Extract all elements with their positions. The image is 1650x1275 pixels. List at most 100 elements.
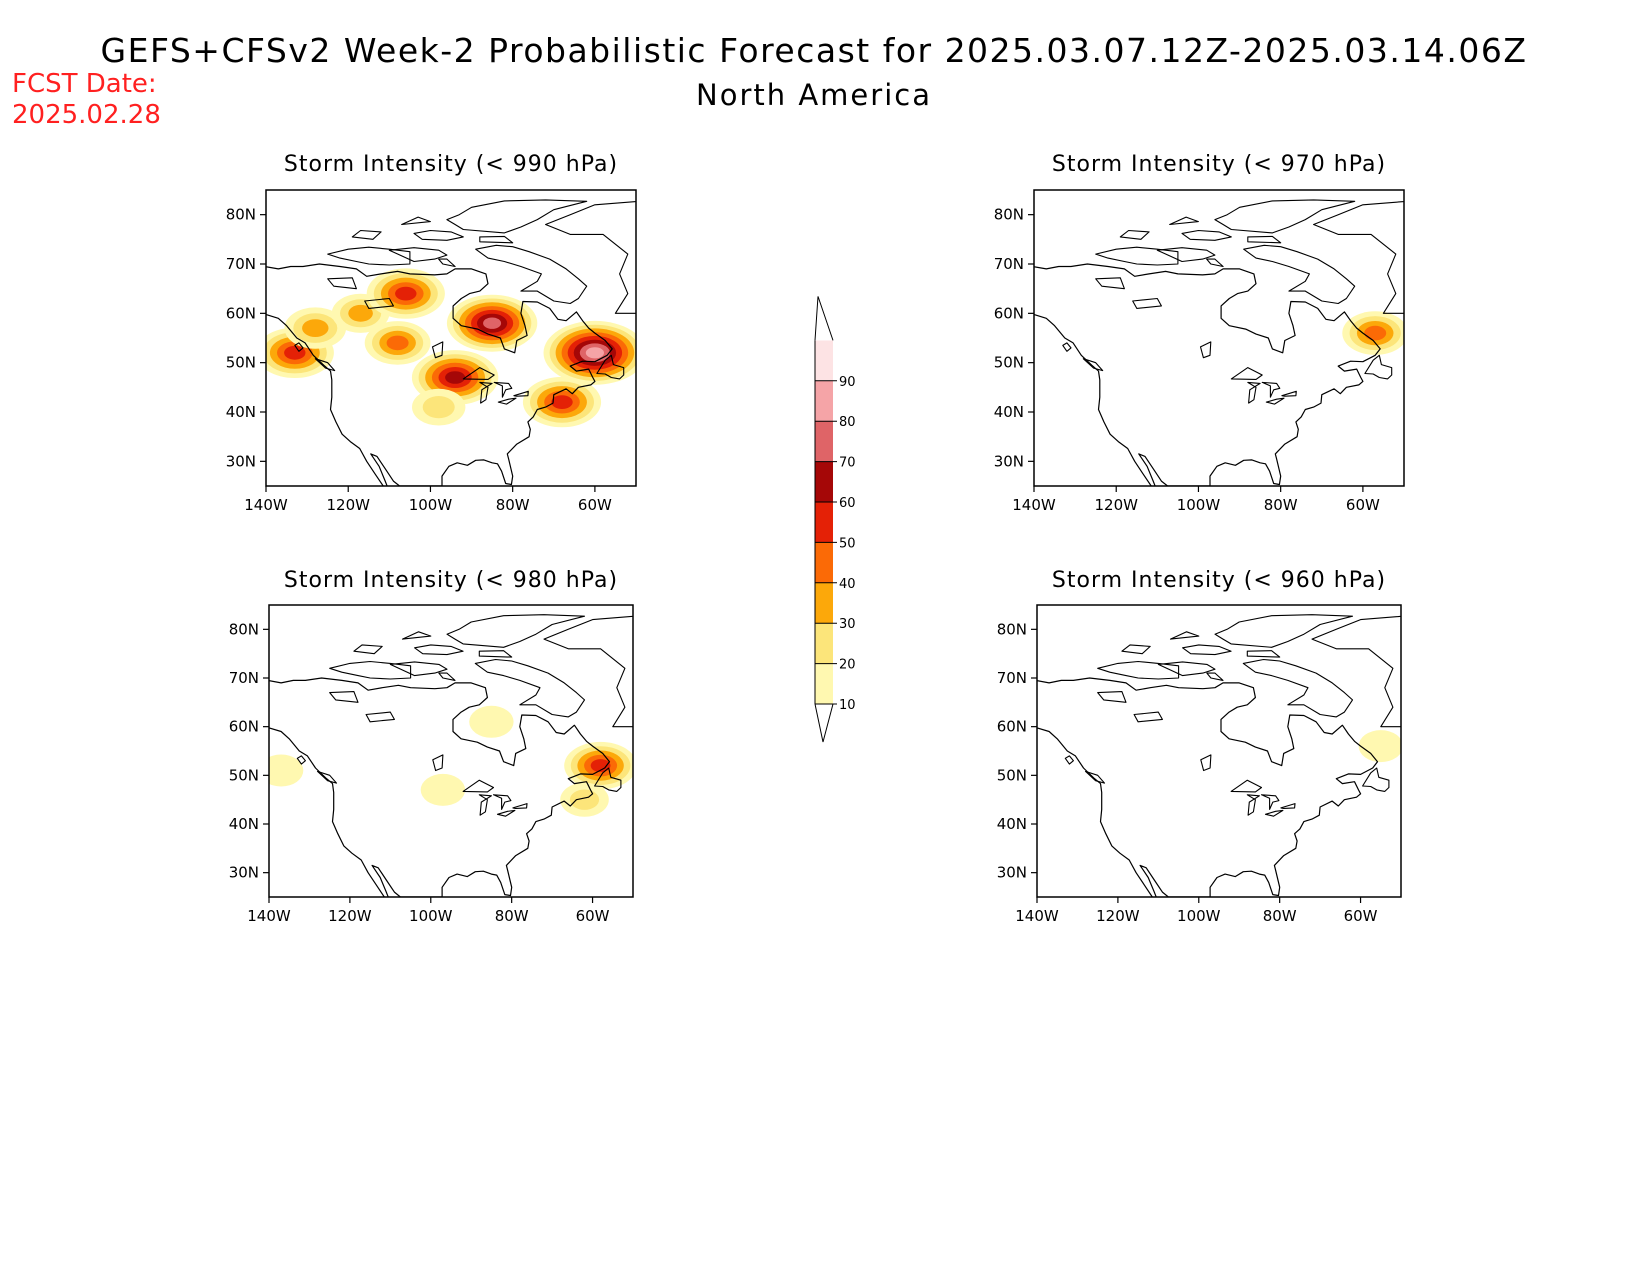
island-coast <box>1169 631 1200 640</box>
main-title: GEFS+CFSv2 Week-2 Probabilistic Forecast… <box>101 31 1528 70</box>
lon-tick-label: 80W <box>495 907 529 925</box>
island-coast <box>1156 247 1216 263</box>
probability-contour-80 <box>585 347 605 359</box>
island-coast <box>1119 229 1150 240</box>
probability-blob <box>1342 311 1404 355</box>
probability-blob <box>269 754 304 787</box>
lat-tick-label: 60N <box>994 304 1024 322</box>
island-coast <box>364 297 394 309</box>
island-coast <box>414 644 464 656</box>
island-coast <box>1311 615 1401 728</box>
lat-tick-label: 50N <box>997 766 1027 784</box>
colorbar-top-cap <box>814 296 834 341</box>
island-coast <box>1242 658 1354 718</box>
panel-title: Storm Intensity (< 990 hPa) <box>284 152 618 177</box>
mainland-coast <box>1034 263 1381 486</box>
panel-title: Storm Intensity (< 970 hPa) <box>1052 152 1386 177</box>
lon-tick-label: 120W <box>328 907 372 925</box>
island-coast <box>1200 754 1212 772</box>
lon-tick-label: 120W <box>1096 907 1140 925</box>
panel-title: Storm Intensity (< 960 hPa) <box>1052 568 1386 593</box>
colorbar-swatch <box>815 582 833 624</box>
island-coast <box>401 631 432 640</box>
island-coast <box>413 229 464 241</box>
island-coast <box>329 691 359 703</box>
coastline <box>1037 614 1401 897</box>
island-coast <box>1095 277 1125 290</box>
probability-blob <box>560 782 609 817</box>
island-coast <box>1084 770 1106 784</box>
island-coast <box>513 390 529 397</box>
axis-ticks: 80N 70N 60N 50N 40N 30N 140W 120W 100W 80W 60W <box>226 206 612 514</box>
island-coast <box>1062 342 1072 352</box>
lon-tick-label: 120W <box>326 496 370 514</box>
probability-blob <box>284 307 347 349</box>
lon-tick-label: 80W <box>1263 907 1297 925</box>
island-coast <box>1082 358 1104 372</box>
lat-tick-label: 70N <box>997 669 1027 687</box>
axis-ticks: 80N 70N 60N 50N 40N 30N 140W 120W 100W 80W 60W <box>994 206 1380 514</box>
probability-contour-70 <box>483 317 502 329</box>
island-coast <box>438 672 456 681</box>
lon-tick-label: 60W <box>576 907 610 925</box>
island-coast <box>353 644 383 655</box>
map-frame <box>265 189 637 487</box>
colorbar-label: 30 <box>839 617 856 632</box>
island-coast <box>329 660 412 680</box>
island-coast <box>1206 258 1224 268</box>
island-coast <box>1243 244 1356 305</box>
axis-ticks: 80N 70N 60N 50N 40N 30N 140W 120W 100W 80W 60W <box>229 620 610 925</box>
lat-tick-label: 80N <box>997 620 1027 638</box>
colorbar-swatch <box>815 502 833 543</box>
colorbar-label: 90 <box>839 375 856 390</box>
island-coast <box>432 754 444 772</box>
probability-fill <box>266 268 636 428</box>
island-coast <box>351 229 382 240</box>
island-coast <box>389 661 448 677</box>
probability-blob <box>469 705 514 738</box>
island-coast <box>1281 390 1297 397</box>
colorbar-label: 40 <box>839 577 856 592</box>
mainland-coast <box>269 677 611 897</box>
island-coast <box>1247 235 1282 244</box>
island-coast <box>1280 803 1296 809</box>
island-coast <box>496 809 516 817</box>
island-coast <box>512 803 528 809</box>
lat-tick-label: 60N <box>997 718 1027 736</box>
panel-980: Storm Intensity (< 980 hPa) 80N 70N 60N 50N… <box>229 568 634 925</box>
island-coast <box>316 770 338 784</box>
region-subtitle: North America <box>696 78 932 112</box>
map-frame <box>268 604 634 898</box>
island-coast <box>327 246 411 266</box>
island-coast <box>475 244 588 305</box>
island-coast <box>446 199 588 234</box>
island-coast <box>327 277 357 290</box>
island-coast <box>401 216 431 226</box>
island-coast <box>446 614 586 648</box>
lat-tick-label: 50N <box>229 766 259 784</box>
coastline <box>269 614 633 897</box>
probability-blob <box>331 293 390 333</box>
island-coast <box>294 342 304 352</box>
lat-tick-label: 30N <box>994 452 1024 470</box>
lat-tick-label: 30N <box>997 864 1027 882</box>
island-coast <box>365 711 395 723</box>
island-coast <box>1097 660 1180 680</box>
lat-tick-label: 80N <box>994 206 1024 224</box>
panel-990: Storm Intensity (< 990 hPa) 80N 70N 60N 50N… <box>226 152 637 514</box>
lat-tick-label: 40N <box>229 815 259 833</box>
lat-tick-label: 40N <box>994 403 1024 421</box>
lon-tick-label: 100W <box>409 907 453 925</box>
probability-contour-50 <box>551 395 573 409</box>
island-coast <box>1064 755 1074 765</box>
lon-tick-label: 60W <box>578 496 612 514</box>
island-coast <box>1214 614 1354 648</box>
island-coast <box>1364 354 1393 380</box>
probability-blob <box>543 320 636 385</box>
probability-contour-50 <box>590 759 611 773</box>
lat-tick-label: 70N <box>226 255 256 273</box>
island-coast <box>594 767 622 792</box>
probability-blob <box>412 388 466 426</box>
island-coast <box>296 755 306 765</box>
